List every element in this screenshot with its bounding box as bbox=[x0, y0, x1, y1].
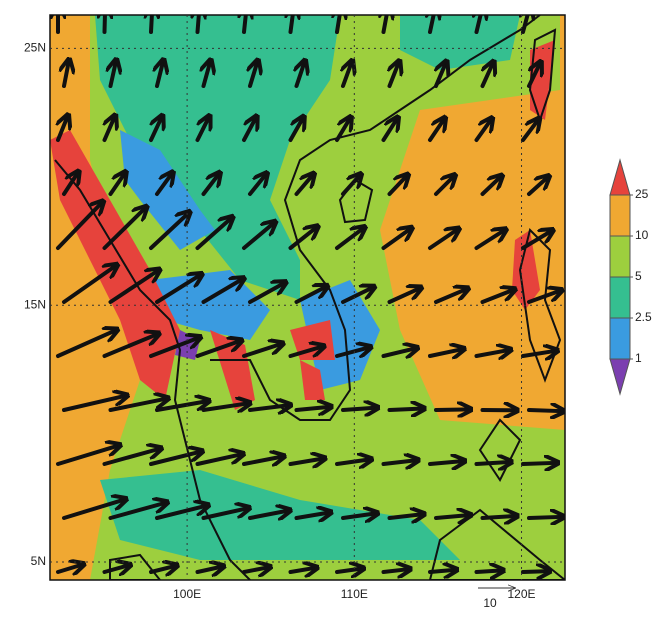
colorbar-label: 10 bbox=[635, 228, 649, 242]
wind-vector bbox=[198, 6, 200, 32]
colorbar-label: 2.5 bbox=[635, 310, 652, 324]
colorbar: 1 2.5 5 10 25 bbox=[610, 160, 652, 394]
lat-tick-label: 15N bbox=[24, 297, 46, 311]
lat-tick-label: 25N bbox=[24, 41, 46, 55]
colorbar-label: 1 bbox=[635, 351, 642, 365]
wind-vector bbox=[105, 6, 106, 32]
wind-vector bbox=[483, 516, 517, 518]
colorbar-segment bbox=[610, 236, 630, 277]
colorbar-segment bbox=[610, 277, 630, 318]
wind-vector bbox=[523, 571, 549, 572]
wind-vector bbox=[151, 6, 152, 32]
colorbar-segment bbox=[610, 318, 630, 359]
wind-vector bbox=[529, 410, 563, 411]
wind-vector bbox=[430, 570, 456, 572]
wind-vector bbox=[343, 408, 377, 410]
colorbar-end bbox=[610, 160, 630, 195]
wind-vector bbox=[477, 462, 511, 464]
wind-vector bbox=[390, 409, 424, 410]
colorbar-end bbox=[610, 359, 630, 394]
reference-vector-label: 10 bbox=[483, 596, 497, 610]
map-figure: 25N 15N 5N 100E 110E 120E 1 2.5 5 10 25 10 bbox=[0, 0, 656, 637]
lat-tick-label: 5N bbox=[31, 554, 46, 568]
wind-vector bbox=[436, 409, 470, 410]
lon-tick-label: 110E bbox=[341, 587, 368, 601]
wind-vector bbox=[244, 6, 247, 32]
colorbar-label: 25 bbox=[635, 187, 649, 201]
field bbox=[50, 6, 565, 580]
lon-tick-label: 120E bbox=[508, 587, 536, 601]
lon-tick-label: 100E bbox=[173, 587, 201, 601]
wind-vector bbox=[477, 570, 503, 572]
colorbar-label: 5 bbox=[635, 269, 642, 283]
wind-vector bbox=[529, 517, 563, 518]
colorbar-segment bbox=[610, 195, 630, 236]
wind-vector bbox=[523, 463, 557, 464]
